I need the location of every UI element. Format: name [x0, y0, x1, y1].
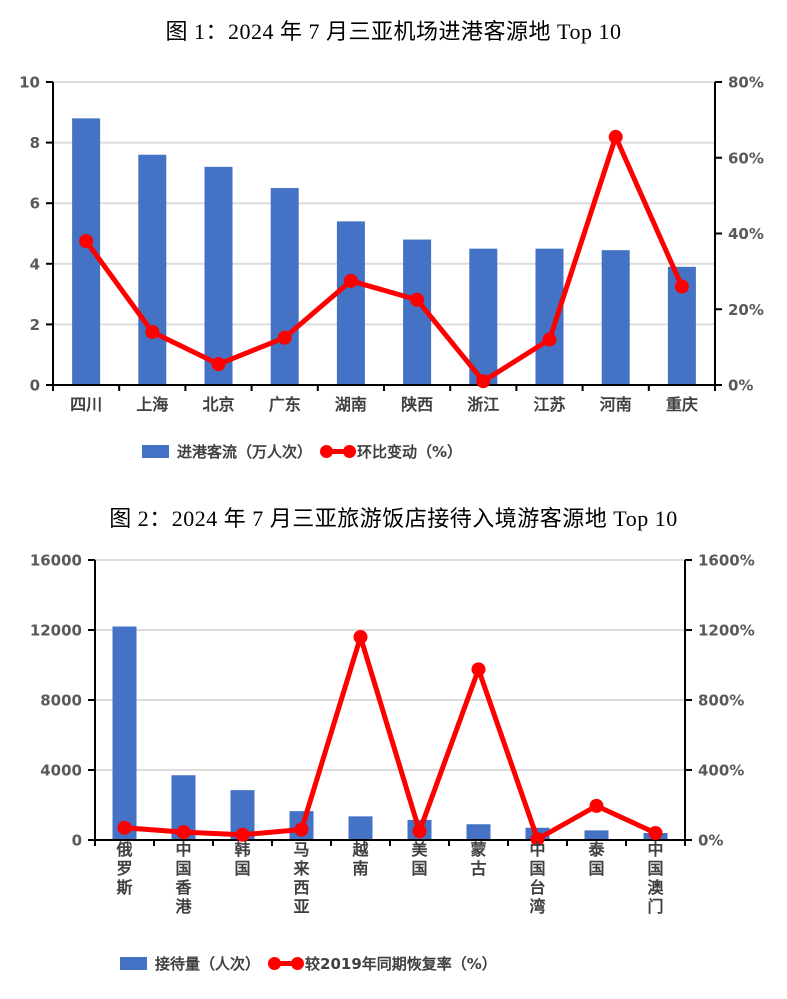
line-series-swatch-icon [268, 957, 305, 970]
bar-8 [601, 250, 630, 385]
category-label: 北京 [202, 395, 234, 414]
left-axis-tick-label: 2 [30, 316, 40, 334]
chart2-svg: 0 4000 8000 12000 16000 0% 400% 800% 1200% 1600% 俄… [30, 552, 755, 917]
category-label: 上海 [136, 395, 168, 414]
category-label: 河南 [600, 395, 632, 414]
line-point-5 [412, 824, 427, 839]
category-label: 蒙古 [470, 840, 486, 878]
figure1-title: 图 1：2024 年 7 月三亚机场进港客源地 Top 10 [165, 19, 622, 44]
category-label: 韩国 [234, 840, 250, 878]
left-axis-tick-label: 8 [30, 134, 40, 152]
line-point-3 [277, 330, 292, 345]
line-point-9 [648, 826, 663, 840]
category-label: 陕西 [401, 395, 433, 414]
bar-4 [348, 816, 373, 840]
bar-6 [469, 248, 498, 385]
line-point-0 [79, 234, 94, 249]
category-label: 江苏 [533, 395, 565, 414]
left-axis-tick-label: 4 [30, 255, 40, 273]
bar-6 [466, 824, 491, 840]
category-label: 泰国 [587, 840, 605, 878]
line-point-7 [530, 832, 545, 847]
bar-3 [270, 188, 299, 385]
category-label: 越南 [351, 840, 369, 878]
right-axis-tick-label: 80% [728, 74, 764, 92]
line-point-1 [176, 825, 191, 840]
figure1-legend: 进港客流（万人次） 环比变动（%） [142, 441, 462, 462]
category-label: 马来西亚 [292, 840, 310, 916]
figure1-legend-bar-label: 进港客流（万人次） [177, 443, 313, 461]
bar-4 [336, 221, 365, 385]
bar-1 [138, 154, 167, 385]
right-axis-tick-label: 400% [698, 762, 744, 780]
line-point-2 [211, 357, 226, 372]
line-point-6 [476, 374, 491, 389]
category-label: 中国香港 [174, 840, 192, 916]
category-label: 浙江 [467, 395, 499, 414]
figure2-title: 图 2：2024 年 7 月三亚旅游饭店接待入境游客源地 Top 10 [109, 506, 678, 531]
line-series-swatch-icon [320, 445, 357, 458]
right-axis-tick-label: 0% [698, 832, 723, 850]
category-label: 美国 [411, 840, 428, 878]
left-axis-tick-label: 16000 [30, 552, 82, 570]
left-axis-tick-label: 12000 [30, 622, 82, 640]
bar-series-swatch-icon [120, 957, 147, 970]
figure2-chart: 0 4000 8000 12000 16000 0% 400% 800% 1200% 1600% 俄… [0, 535, 787, 959]
category-label: 中国澳门 [647, 840, 664, 916]
figure1-chart: 0 2 4 6 8 10 0% 20% 40% 60% 80% 四川 上海 北京 广东 湖南 陕西 浙江 江苏 河南 重… [0, 70, 787, 434]
line-point-2 [235, 827, 250, 842]
line-point-8 [608, 129, 623, 144]
right-axis-tick-label: 1200% [698, 622, 755, 640]
line-series [83, 134, 685, 384]
right-axis-tick-label: 1600% [698, 552, 755, 570]
line-point-4 [353, 630, 368, 644]
line-point-9 [674, 279, 689, 294]
bar-series-swatch-icon [142, 445, 169, 458]
line-point-4 [343, 273, 358, 288]
line-point-3 [294, 822, 309, 837]
bar-8 [584, 830, 609, 840]
category-label: 中国台湾 [529, 840, 545, 916]
line-point-5 [410, 292, 425, 307]
line-point-7 [542, 332, 557, 347]
category-label: 湖南 [335, 395, 367, 414]
category-label: 俄罗斯 [115, 840, 132, 897]
right-axis-tick-label: 60% [728, 149, 764, 167]
figure2-legend-line-label: 较2019年同期恢复率（%） [305, 955, 497, 973]
category-label: 广东 [269, 395, 301, 414]
left-axis-tick-label: 8000 [40, 692, 82, 710]
left-axis-tick-label: 6 [30, 195, 40, 213]
right-axis-tick-label: 40% [728, 225, 764, 243]
line-point-6 [471, 662, 486, 677]
line-point-8 [589, 798, 604, 813]
right-axis-tick-label: 0% [728, 377, 753, 395]
figure2-legend: 接待量（人次） 较2019年同期恢复率（%） [120, 953, 497, 974]
bar-2 [204, 166, 233, 385]
right-axis-tick-label: 20% [728, 301, 764, 319]
left-axis-tick-label: 0 [30, 377, 40, 395]
left-axis-tick-label: 4000 [40, 762, 82, 780]
chart1-svg: 0 2 4 6 8 10 0% 20% 40% 60% 80% 四川 上海 北京 广东 湖南 陕西 浙江 江苏 河南 重… [19, 74, 764, 415]
right-axis-tick-label: 800% [698, 692, 744, 710]
line-point-1 [145, 324, 160, 339]
figure1-legend-line-label: 环比变动（%） [357, 443, 463, 461]
left-axis-tick-label: 0 [72, 832, 82, 850]
bar-0 [112, 626, 137, 840]
line-point-0 [117, 820, 132, 835]
figure2-legend-bar-label: 接待量（人次） [155, 955, 261, 973]
category-label: 四川 [70, 395, 102, 414]
line-series [122, 634, 658, 842]
category-label: 重庆 [666, 395, 698, 414]
left-axis-tick-label: 10 [19, 74, 40, 92]
